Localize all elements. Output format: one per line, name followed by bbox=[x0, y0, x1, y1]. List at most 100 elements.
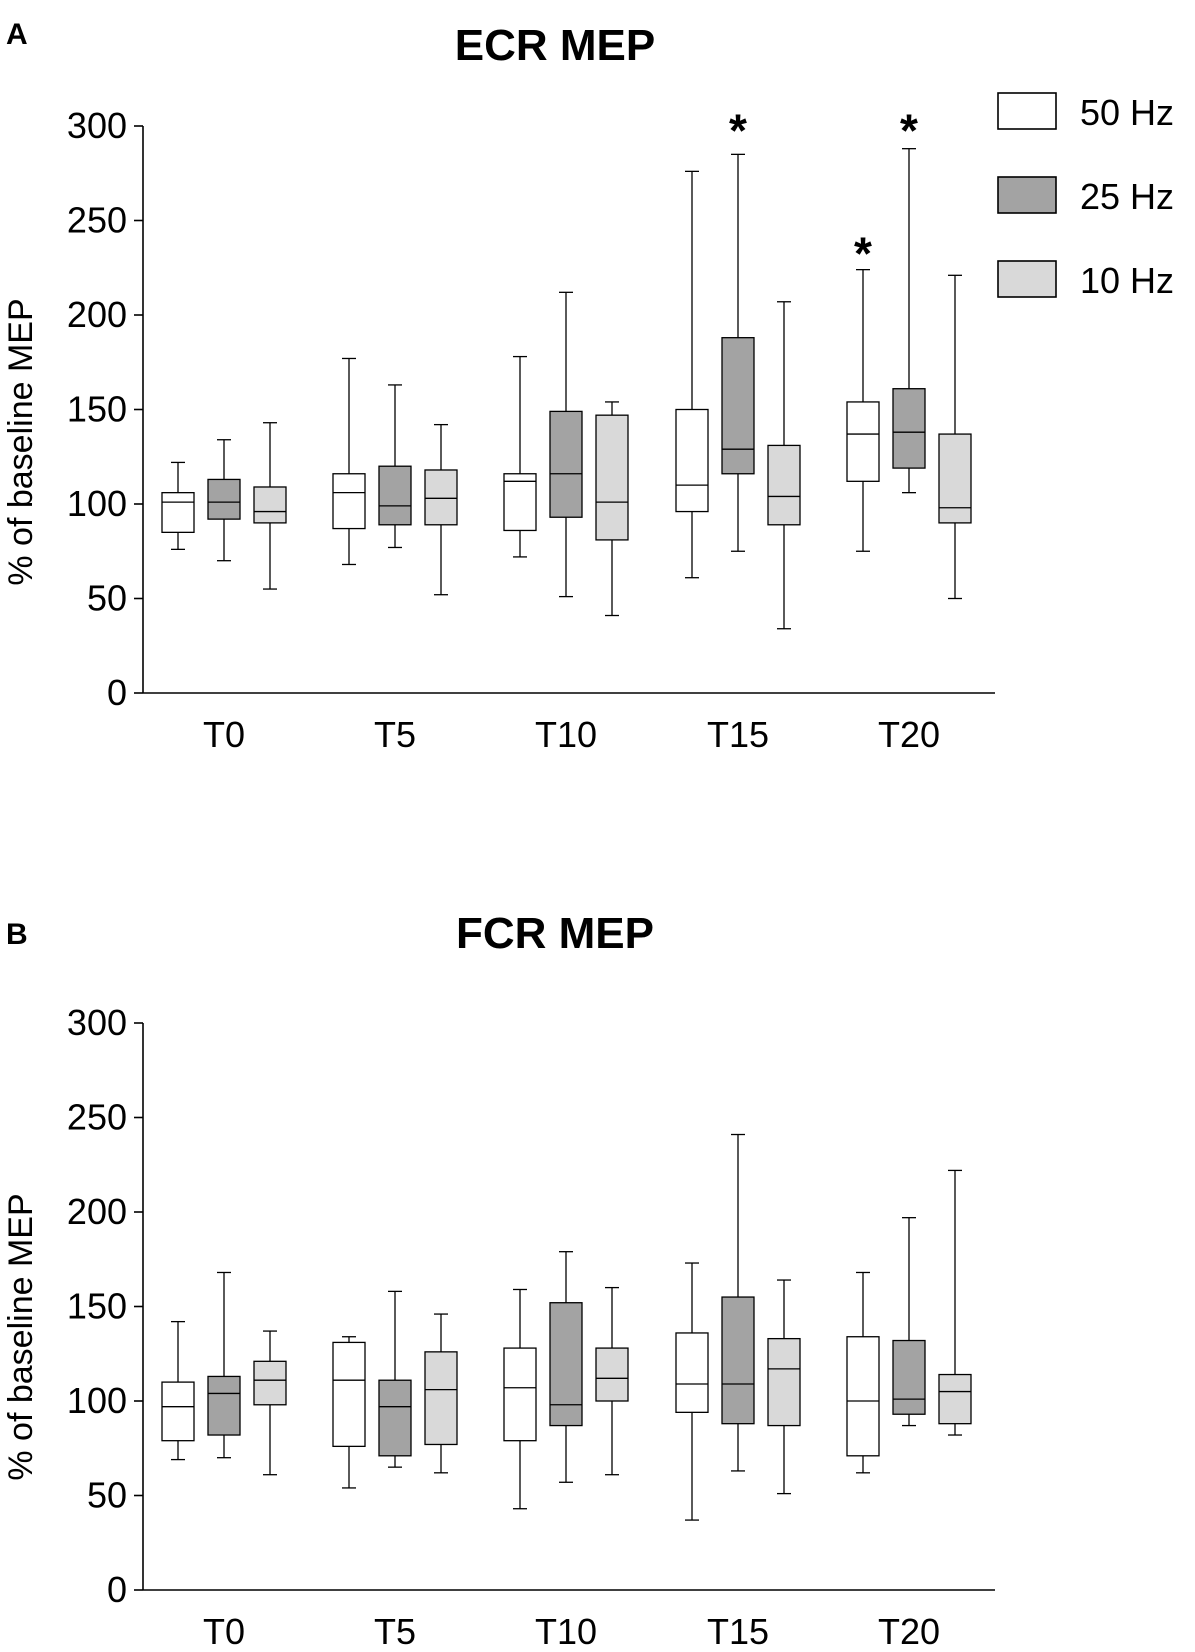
panel-a-box-t10-50hz bbox=[503, 355, 537, 558]
panel-a-x-tick-label: T10 bbox=[535, 714, 597, 755]
panel-b-letter: B bbox=[6, 918, 28, 951]
box-iqr bbox=[332, 1341, 366, 1448]
box-iqr bbox=[892, 388, 926, 469]
box-iqr bbox=[938, 1373, 972, 1425]
panel-a-box-t5-50hz bbox=[332, 357, 366, 566]
panel-b-x-tick-label: T15 bbox=[707, 1611, 769, 1652]
panel-b-title: FCR MEP bbox=[456, 909, 654, 958]
panel-b-box-t5-50hz bbox=[332, 1336, 366, 1489]
panel-b-box-t10-25hz bbox=[549, 1251, 583, 1483]
box-iqr bbox=[846, 1336, 880, 1457]
panel-b-box-t20-50hz bbox=[846, 1271, 880, 1474]
panel-b-box-t10-50hz bbox=[503, 1288, 537, 1510]
panel-a-significance-star: * bbox=[729, 105, 747, 157]
panel-b-y-tick-label: 300 bbox=[67, 1002, 127, 1043]
panel-a-box-t10-25hz bbox=[549, 291, 583, 598]
panel-a-significance-star: * bbox=[854, 227, 872, 279]
panel-a-box-t15-50hz bbox=[675, 170, 709, 579]
panel-b-x-tick-label: T0 bbox=[203, 1611, 245, 1652]
panel-a-box-t20-25hz bbox=[892, 148, 926, 494]
box-iqr bbox=[207, 1375, 241, 1436]
panel-b-y-tick-label: 100 bbox=[67, 1380, 127, 1421]
box-iqr bbox=[161, 492, 195, 534]
panel-a-y-tick-label: 150 bbox=[67, 389, 127, 430]
box-iqr bbox=[767, 444, 801, 526]
panel-a-box-t15-10hz bbox=[767, 301, 801, 630]
panel-a-box-t5-10hz bbox=[424, 423, 458, 596]
panel-b-plot: 0 50 100 150 200 250 300 T0 T5 T10 T15 T20 bbox=[67, 1002, 995, 1652]
panel-a-title: ECR MEP bbox=[455, 21, 655, 70]
panel-a-box-t20-50hz bbox=[846, 268, 880, 552]
box-iqr bbox=[846, 401, 880, 482]
panel-a-box-t0-10hz bbox=[253, 422, 287, 590]
panel-b-box-t20-25hz bbox=[892, 1217, 926, 1427]
panel-b: B FCR MEP % of baseline MEP bbox=[2, 909, 654, 1481]
panel-a-y-tick-label: 50 bbox=[87, 578, 127, 619]
box-iqr bbox=[253, 486, 287, 524]
box-iqr bbox=[938, 433, 972, 524]
panel-b-box-t0-50hz bbox=[161, 1320, 195, 1461]
panel-b-box-t15-10hz bbox=[767, 1279, 801, 1495]
panel-b-box-t5-25hz bbox=[378, 1290, 412, 1468]
panel-a-x-tick-label: T20 bbox=[878, 714, 940, 755]
panel-b-box-t15-50hz bbox=[675, 1262, 709, 1521]
panel-a-letter: A bbox=[6, 18, 28, 51]
panel-a-x-tick-label: T5 bbox=[374, 714, 416, 755]
box-iqr bbox=[424, 469, 458, 526]
legend-swatch-25hz bbox=[997, 176, 1057, 214]
box-iqr bbox=[595, 1347, 629, 1402]
panel-a-y-tick-label: 200 bbox=[67, 294, 127, 335]
box-iqr bbox=[378, 1379, 412, 1457]
panel-b-x-tick-label: T10 bbox=[535, 1611, 597, 1652]
panel-b-y-axis-label: % of baseline MEP bbox=[2, 1193, 40, 1480]
panel-a-y-tick-label: 300 bbox=[67, 105, 127, 146]
box-iqr bbox=[549, 1302, 583, 1427]
box-iqr bbox=[675, 1332, 709, 1413]
panel-a-y-tick-label: 250 bbox=[67, 200, 127, 241]
box-iqr bbox=[378, 465, 412, 526]
panel-b-y-tick-label: 250 bbox=[67, 1097, 127, 1138]
legend: 50 Hz 25 Hz 10 Hz bbox=[997, 92, 1174, 301]
panel-b-box-t15-25hz bbox=[721, 1133, 755, 1472]
panel-b-box-t10-10hz bbox=[595, 1286, 629, 1476]
panel-a-box-t0-50hz bbox=[161, 461, 195, 551]
box-iqr bbox=[332, 473, 366, 530]
box-iqr bbox=[207, 478, 241, 520]
panel-b-y-tick-label: 200 bbox=[67, 1191, 127, 1232]
box-iqr bbox=[675, 408, 709, 513]
box-iqr bbox=[595, 414, 629, 541]
box-iqr bbox=[503, 473, 537, 532]
panel-b-box-t20-10hz bbox=[938, 1169, 972, 1436]
box-iqr bbox=[721, 337, 755, 475]
box-iqr bbox=[253, 1360, 287, 1406]
box-iqr bbox=[767, 1337, 801, 1427]
box-iqr bbox=[424, 1351, 458, 1446]
panel-a-x-tick-label: T0 bbox=[203, 714, 245, 755]
box-iqr bbox=[549, 410, 583, 518]
panel-a-significance-star: * bbox=[900, 105, 918, 157]
panel-b-box-t5-10hz bbox=[424, 1313, 458, 1474]
panel-b-y-tick-label: 50 bbox=[87, 1475, 127, 1516]
box-iqr bbox=[721, 1296, 755, 1425]
panel-b-box-t0-25hz bbox=[207, 1271, 241, 1459]
panel-a-box-t5-25hz bbox=[378, 384, 412, 549]
legend-swatch-50hz bbox=[997, 92, 1057, 130]
panel-a-box-t0-25hz bbox=[207, 439, 241, 562]
legend-label-10hz: 10 Hz bbox=[1080, 260, 1174, 301]
panel-a-box-t10-10hz bbox=[595, 401, 629, 617]
legend-label-25hz: 25 Hz bbox=[1080, 176, 1174, 217]
panel-a-y-tick-label: 0 bbox=[107, 672, 127, 713]
panel-b-box-t0-10hz bbox=[253, 1330, 287, 1476]
legend-label-50hz: 50 Hz bbox=[1080, 92, 1174, 133]
panel-a-box-t15-25hz bbox=[721, 153, 755, 552]
panel-b-x-tick-label: T5 bbox=[374, 1611, 416, 1652]
panel-b-x-tick-label: T20 bbox=[878, 1611, 940, 1652]
panel-a-y-axis-label: % of baseline MEP bbox=[2, 298, 40, 585]
panel-a: A ECR MEP % of baseline MEP bbox=[2, 18, 655, 586]
box-iqr bbox=[503, 1347, 537, 1442]
panel-a-plot: 0 50 100 150 200 250 300 T0 T5 T10 T15 T20 * * * bbox=[67, 105, 995, 755]
panel-a-y-tick-label: 100 bbox=[67, 483, 127, 524]
panel-a-x-tick-label: T15 bbox=[707, 714, 769, 755]
box-iqr bbox=[161, 1381, 195, 1442]
